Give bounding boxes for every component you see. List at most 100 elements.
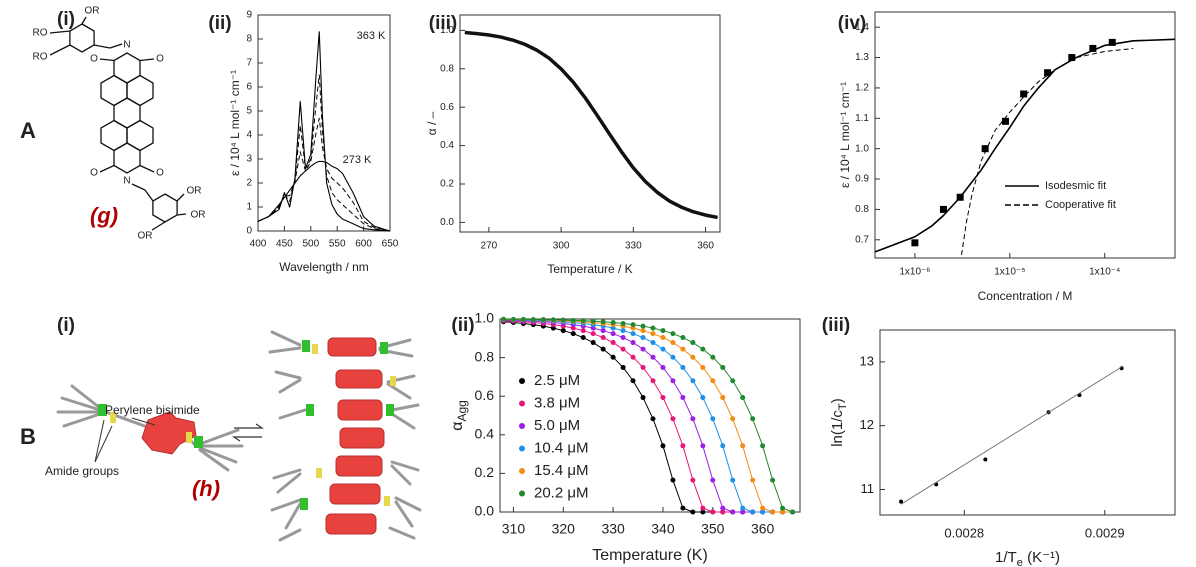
series-line: [961, 47, 1134, 256]
atom-label: RO: [33, 52, 48, 63]
legend-marker: [519, 378, 525, 384]
y-tick-label: 0.0: [475, 503, 495, 519]
data-point: [770, 477, 776, 483]
y-tick-label: 1.3: [855, 52, 869, 63]
data-point: [660, 395, 666, 401]
data-point: [911, 239, 919, 247]
data-point: [760, 509, 766, 515]
data-point: [700, 443, 706, 449]
panel-label: (iii): [429, 13, 458, 34]
data-point: [630, 354, 636, 360]
data-point: [650, 331, 656, 337]
x-tick-label: 270: [481, 241, 498, 252]
data-point: [750, 509, 756, 515]
data-point: [640, 346, 646, 352]
legend-label: 2.5 μM: [534, 372, 580, 389]
data-point: [700, 395, 706, 401]
data-point: [710, 416, 716, 422]
data-point: [550, 317, 556, 323]
x-tick-label: 0.0028: [944, 525, 984, 540]
data-point: [650, 325, 656, 331]
data-point: [640, 364, 646, 370]
data-point: [730, 477, 736, 483]
x-tick-label: 360: [751, 521, 775, 537]
amide: [194, 436, 203, 448]
chart: 270 300 330 360 0.0 0.2 0.4 0.6 0.8 1.0: [440, 14, 721, 252]
atom-label: O: [90, 54, 98, 65]
y-axis-label: αAgg: [449, 400, 469, 431]
y-axis-label: ln(1/cT): [829, 398, 849, 447]
label-part: (K⁻¹): [1023, 549, 1060, 566]
y-tick-label: 0.8: [475, 348, 495, 364]
annotation: 363 K: [357, 30, 386, 42]
data-point: [670, 477, 676, 483]
data-point: [740, 509, 746, 515]
data-point: [780, 509, 786, 515]
data-point: [670, 416, 676, 422]
label-part: 1/: [995, 549, 1008, 566]
legend-label: Isodesmic fit: [1045, 180, 1106, 192]
x-tick-label: 330: [625, 241, 642, 252]
compound-label: (h): [192, 476, 220, 501]
y-axis-label: α / –: [425, 111, 439, 135]
x-tick-label: 310: [502, 521, 526, 537]
y-tick-label: 0.2: [440, 179, 454, 190]
data-point: [600, 328, 606, 334]
compound-label: (g): [90, 203, 118, 228]
data-point: [610, 340, 616, 346]
series-line: [874, 38, 1176, 253]
panel-label: (ii): [208, 13, 231, 34]
data-point: [520, 316, 526, 322]
data-point: [700, 505, 706, 511]
data-point: [730, 416, 736, 422]
data-point: [540, 317, 546, 323]
y-tick-label: 1.1: [855, 113, 869, 124]
x-tick-label: 400: [250, 239, 267, 250]
data-point: [620, 335, 626, 341]
y-tick-label: 1: [246, 202, 252, 213]
legend-marker: [519, 490, 525, 497]
y-tick-label: 0.4: [475, 426, 495, 442]
data-point: [570, 317, 576, 323]
data-point: [700, 364, 706, 370]
row-label: A: [20, 118, 36, 143]
plot-frame: [874, 11, 1176, 259]
data-point: [981, 145, 989, 153]
plot-frame: [499, 318, 801, 513]
data-point: [600, 346, 606, 352]
y-tick-label: 5: [246, 106, 252, 117]
data-point: [620, 364, 626, 370]
x-tick-label: 300: [553, 241, 570, 252]
amide: [98, 404, 107, 416]
label-part: c: [829, 410, 846, 418]
x-tick-label: 1x10⁻⁴: [1089, 267, 1120, 278]
legend-label: 15.4 μM: [534, 462, 589, 479]
data-point: [899, 499, 904, 504]
amide: [186, 432, 192, 443]
data-point: [630, 325, 636, 331]
y-tick-label: 0.9: [855, 174, 869, 185]
data-point: [720, 443, 726, 449]
atom-label: O: [156, 54, 164, 65]
data-point: [690, 354, 696, 360]
legend-label: 20.2 μM: [534, 484, 589, 501]
data-point: [740, 505, 746, 511]
x-tick-label: 600: [355, 239, 372, 250]
data-point: [630, 322, 636, 328]
y-tick-label: 0.4: [440, 140, 454, 151]
data-point: [730, 509, 736, 515]
data-point: [650, 416, 656, 422]
y-tick-label: 0: [246, 226, 252, 237]
data-point: [610, 319, 616, 325]
series-line: [900, 366, 1122, 505]
y-tick-label: 0.7: [855, 234, 869, 245]
data-point: [610, 325, 616, 331]
data-point: [720, 364, 726, 370]
atom-label: N: [123, 176, 130, 187]
data-point: [700, 509, 706, 515]
data-point: [580, 318, 586, 324]
data-point: [690, 378, 696, 384]
chart: 310 320 330 340 350 360 0.0 0.2 0.4 0.6 0.8 1.0: [475, 310, 801, 537]
data-point: [690, 340, 696, 346]
data-point: [580, 328, 586, 334]
